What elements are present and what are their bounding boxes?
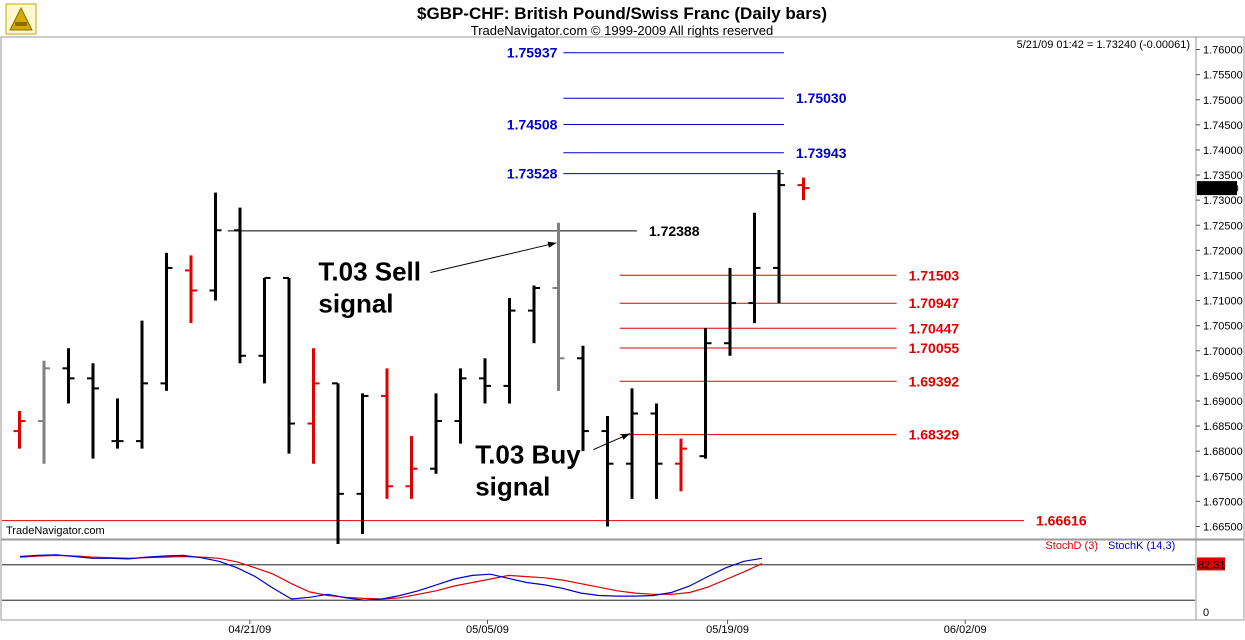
y-tick-label: 1.68000 <box>1203 446 1243 458</box>
ohlc-bar[interactable] <box>356 393 369 534</box>
copyright-text: TradeNavigator.com © 1999-2009 All right… <box>471 23 773 38</box>
y-tick-label: 1.71000 <box>1203 296 1243 308</box>
y-tick-label: 1.75500 <box>1203 70 1243 82</box>
ohlc-bar[interactable] <box>136 320 148 449</box>
level-label: 1.73528 <box>507 166 558 182</box>
y-tick-label: 1.70000 <box>1203 346 1243 358</box>
level-label: 1.71503 <box>909 267 960 283</box>
level-label: 1.74508 <box>507 116 558 132</box>
level-label: 1.73943 <box>796 145 847 161</box>
ohlc-bar[interactable] <box>503 298 516 404</box>
ohlc-bar[interactable] <box>38 360 50 464</box>
ohlc-bar[interactable] <box>381 368 393 499</box>
level-label: 1.69392 <box>909 373 960 389</box>
y-tick-label: 1.72500 <box>1203 220 1243 232</box>
ohlc-bar[interactable] <box>454 368 467 444</box>
watermark: TradeNavigator.com <box>6 525 105 537</box>
x-tick-label: 05/05/09 <box>466 624 509 636</box>
y-tick-label: 1.67500 <box>1203 471 1243 483</box>
ohlc-bar[interactable] <box>479 358 491 404</box>
ohlc-bar[interactable] <box>111 398 124 449</box>
y-tick-label: 1.74500 <box>1203 120 1243 132</box>
ohlc-bar[interactable] <box>307 348 320 464</box>
last-price-marker <box>1197 181 1237 196</box>
signal-annotation-text: T.03 Buy <box>475 440 581 470</box>
x-tick-label: 05/19/09 <box>706 624 749 636</box>
indicator-last-value: 82.31 <box>1198 559 1226 571</box>
ohlc-bar[interactable] <box>405 436 418 499</box>
stochastic-line <box>19 554 763 601</box>
ohlc-bar[interactable] <box>626 388 638 499</box>
y-tick-label: 1.70500 <box>1203 321 1243 333</box>
level-label: 1.70447 <box>909 320 960 336</box>
quote-readout: 5/21/09 01:42 = 1.73240 (-0.00061) <box>1017 39 1190 51</box>
ohlc-bar[interactable] <box>748 212 761 324</box>
level-label: 1.70055 <box>909 340 960 356</box>
y-tick-label: 1.72000 <box>1203 245 1243 257</box>
tradenavigator-logo-icon <box>5 3 37 35</box>
x-tick-label: 04/21/09 <box>228 624 271 636</box>
y-tick-label: 1.69000 <box>1203 396 1243 408</box>
y-tick-label: 1.74000 <box>1203 145 1243 157</box>
indicator-y-tick-label: 0 <box>1203 607 1209 619</box>
price-panel-frame <box>0 36 1245 540</box>
y-tick-label: 1.71500 <box>1203 270 1243 282</box>
y-tick-label: 1.67000 <box>1203 496 1243 508</box>
y-tick-label: 1.76000 <box>1203 45 1243 57</box>
indicator-panel-frame <box>0 539 1245 621</box>
level-label: 1.75937 <box>507 45 558 61</box>
ohlc-bar[interactable] <box>13 410 26 449</box>
chart-title: $GBP-CHF: British Pound/Swiss Franc (Dai… <box>417 4 827 23</box>
y-tick-label: 1.75000 <box>1203 95 1243 107</box>
ohlc-bar[interactable] <box>258 276 271 384</box>
ohlc-bar[interactable] <box>650 403 663 499</box>
ohlc-bar[interactable] <box>62 348 75 404</box>
level-label: 1.72388 <box>649 223 700 239</box>
y-tick-label: 1.68500 <box>1203 421 1243 433</box>
signal-annotation-text: signal <box>475 472 550 502</box>
ohlc-bar[interactable] <box>332 382 344 545</box>
ohlc-bar[interactable] <box>87 363 99 459</box>
ohlc-bar[interactable] <box>528 285 540 344</box>
stochastic-line <box>19 554 763 600</box>
ohlc-bar[interactable] <box>283 276 295 454</box>
ohlc-bar[interactable] <box>185 255 197 324</box>
ohlc-bar[interactable] <box>209 192 222 301</box>
ohlc-bar[interactable] <box>234 207 246 364</box>
ohlc-bar[interactable] <box>552 222 565 391</box>
last-price-label: 1.73240 <box>1199 183 1239 195</box>
indicator-last-value-marker <box>1197 557 1225 571</box>
ohlc-bar[interactable] <box>160 252 173 391</box>
ohlc-bar[interactable] <box>675 438 687 492</box>
y-tick-label: 1.66500 <box>1203 521 1243 533</box>
signal-annotation-text: T.03 Sell <box>318 256 421 286</box>
y-tick-label: 1.73500 <box>1203 170 1243 182</box>
ohlc-bar[interactable] <box>601 416 614 527</box>
legend-stochk: StochK (14,3) <box>1108 540 1175 552</box>
ohlc-bar[interactable] <box>773 170 785 304</box>
signal-annotation-text: signal <box>318 288 393 318</box>
arrowhead-icon <box>547 241 557 248</box>
ohlc-bar[interactable] <box>797 177 810 201</box>
level-label: 1.66616 <box>1036 513 1087 529</box>
x-tick-label: 06/02/09 <box>944 624 987 636</box>
legend-stochd: StochD (3) <box>1045 540 1098 552</box>
level-label: 1.68329 <box>909 427 960 443</box>
arrowhead-icon <box>621 433 630 440</box>
annotation-arrow <box>430 242 557 273</box>
ohlc-bar[interactable] <box>577 345 589 452</box>
level-label: 1.70947 <box>909 295 960 311</box>
level-label: 1.75030 <box>796 90 847 106</box>
y-tick-label: 1.69500 <box>1203 371 1243 383</box>
ohlc-bar[interactable] <box>699 328 712 459</box>
ohlc-bar[interactable] <box>430 393 442 474</box>
ohlc-bar[interactable] <box>724 267 736 356</box>
y-tick-label: 1.73000 <box>1203 195 1243 207</box>
